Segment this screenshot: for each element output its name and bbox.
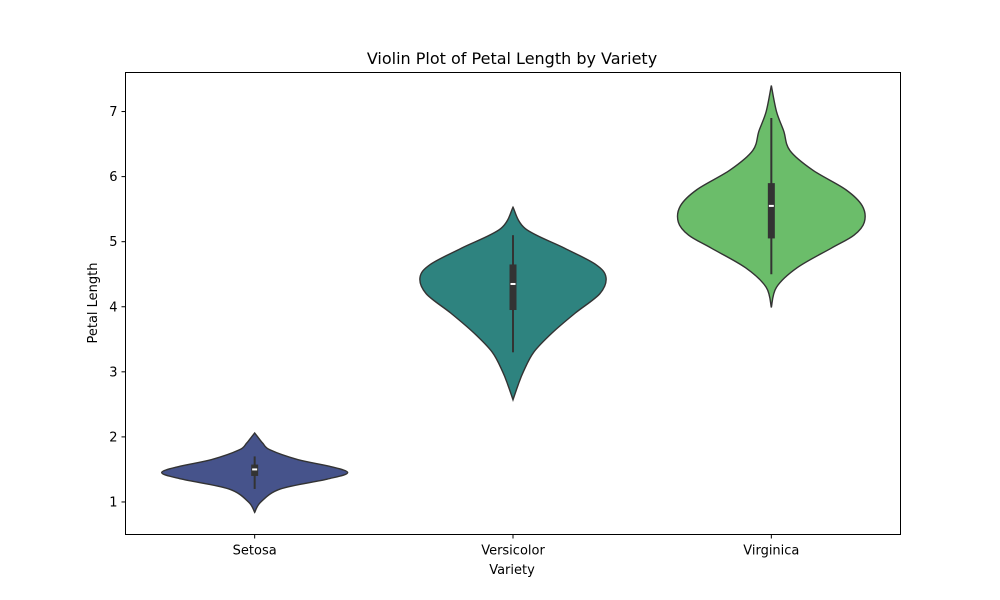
y-axis-title: Petal Length	[86, 262, 101, 343]
y-tick-label: 5	[109, 235, 117, 250]
chart-title: Violin Plot of Petal Length by Variety	[367, 49, 657, 68]
x-tick-label: Virginica	[743, 544, 799, 559]
violin-iqr-box	[509, 264, 517, 311]
violin-versicolor	[419, 205, 607, 402]
y-tick-label: 6	[109, 170, 117, 185]
y-tick-label: 1	[109, 495, 117, 510]
violin-iqr-box	[767, 183, 775, 239]
y-tick-label: 2	[109, 430, 117, 445]
x-tick-label: Versicolor	[481, 544, 545, 559]
y-axis: 1 2 3 4 5 6 7	[109, 105, 126, 510]
violin-setosa	[160, 431, 349, 514]
violins-layer	[160, 85, 866, 514]
violin-virginica	[676, 85, 866, 308]
y-tick-label: 4	[109, 300, 117, 315]
y-tick-label: 7	[109, 105, 117, 120]
x-tick-label: Setosa	[233, 544, 277, 559]
y-tick-label: 3	[109, 365, 117, 380]
x-axis-title: Variety	[489, 563, 535, 578]
x-axis: Setosa Versicolor Virginica	[233, 534, 799, 559]
